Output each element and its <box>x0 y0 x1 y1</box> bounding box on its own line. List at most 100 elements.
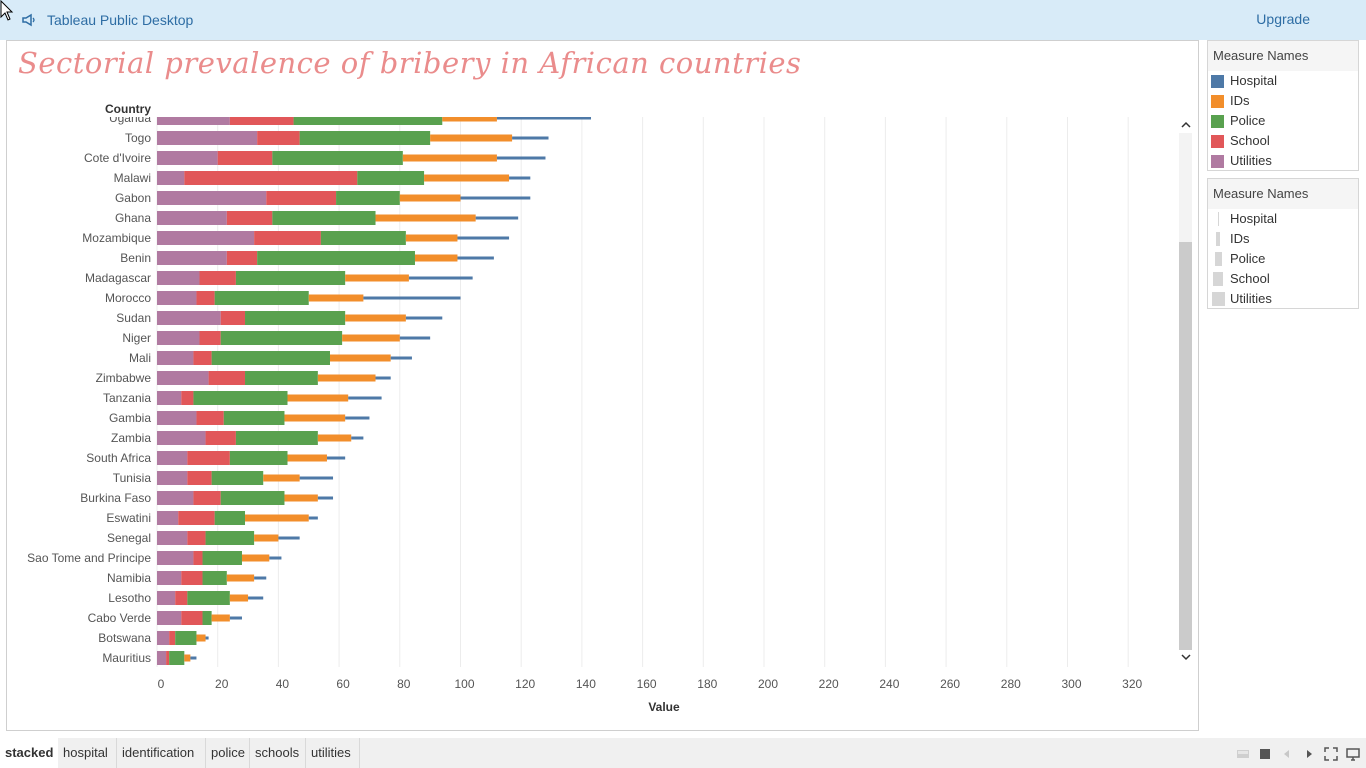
bar-segment-ids[interactable] <box>375 214 476 222</box>
bar-segment-utilities[interactable] <box>157 131 258 145</box>
bar-segment-police[interactable] <box>175 631 197 645</box>
bar-segment-ids[interactable] <box>329 354 391 362</box>
size-legend-item[interactable]: School <box>1208 269 1358 289</box>
bar-segment-ids[interactable] <box>284 494 318 502</box>
bar-segment-utilities[interactable] <box>157 331 200 345</box>
bar-segment-school[interactable] <box>229 111 294 125</box>
bar-segment-utilities[interactable] <box>157 511 179 525</box>
bar-segment-ids[interactable] <box>430 134 513 142</box>
bar-segment-school[interactable] <box>181 611 203 625</box>
bar-segment-police[interactable] <box>214 511 246 525</box>
bar-segment-utilities[interactable] <box>157 611 182 625</box>
bar-segment-hospital[interactable] <box>375 376 391 380</box>
bar-segment-utilities[interactable] <box>157 531 188 545</box>
bar-segment-school[interactable] <box>226 251 258 265</box>
bar-segment-school[interactable] <box>184 171 358 185</box>
tab-stacked[interactable]: stacked <box>0 738 58 768</box>
bar-segment-ids[interactable] <box>424 174 510 182</box>
color-legend-item[interactable]: Police <box>1208 111 1358 131</box>
scroll-up-icon[interactable] <box>1180 119 1192 131</box>
bar-segment-utilities[interactable] <box>157 391 182 405</box>
bar-segment-school[interactable] <box>193 351 212 365</box>
bar-segment-school[interactable] <box>196 291 215 305</box>
bar-segment-ids[interactable] <box>345 274 409 282</box>
bar-segment-police[interactable] <box>299 131 431 145</box>
bar-segment-utilities[interactable] <box>157 631 170 645</box>
bar-segment-hospital[interactable] <box>390 356 412 360</box>
bar-segment-police[interactable] <box>245 311 346 325</box>
bar-segment-utilities[interactable] <box>157 171 185 185</box>
bar-segment-ids[interactable] <box>345 314 406 322</box>
bar-segment-ids[interactable] <box>184 654 191 662</box>
bar-segment-ids[interactable] <box>414 254 458 262</box>
bar-segment-ids[interactable] <box>287 454 327 462</box>
bar-segment-ids[interactable] <box>196 634 206 642</box>
forward-icon[interactable] <box>1302 747 1316 761</box>
size-legend-item[interactable]: Utilities <box>1208 289 1358 309</box>
bar-segment-utilities[interactable] <box>157 491 194 505</box>
bar-segment-hospital[interactable] <box>248 596 264 600</box>
scroll-down-icon[interactable] <box>1180 651 1192 663</box>
bar-segment-ids[interactable] <box>226 574 255 582</box>
bar-segment-police[interactable] <box>187 591 230 605</box>
bar-segment-police[interactable] <box>320 231 406 245</box>
bar-segment-utilities[interactable] <box>157 451 188 465</box>
bar-segment-school[interactable] <box>181 571 203 585</box>
bar-segment-school[interactable] <box>181 391 194 405</box>
bar-segment-ids[interactable] <box>241 554 270 562</box>
bar-segment-hospital[interactable] <box>345 416 370 420</box>
bar-segment-police[interactable] <box>193 391 288 405</box>
size-legend-item[interactable]: Police <box>1208 249 1358 269</box>
bar-segment-school[interactable] <box>187 471 212 485</box>
bar-segment-school[interactable] <box>266 191 337 205</box>
bar-segment-police[interactable] <box>235 271 346 285</box>
bar-segment-police[interactable] <box>229 451 288 465</box>
tab-utilities[interactable]: utilities <box>306 738 360 768</box>
bar-segment-school[interactable] <box>178 511 215 525</box>
bar-segment-police[interactable] <box>272 151 403 165</box>
megaphone-icon[interactable] <box>21 12 37 28</box>
bar-segment-hospital[interactable] <box>278 536 300 540</box>
tab-police[interactable]: police <box>206 738 250 768</box>
bar-segment-school[interactable] <box>187 531 206 545</box>
bar-segment-hospital[interactable] <box>363 296 461 300</box>
bar-segment-police[interactable] <box>220 331 343 345</box>
bar-segment-school[interactable] <box>169 631 176 645</box>
bar-segment-hospital[interactable] <box>351 436 364 440</box>
bar-segment-hospital[interactable] <box>326 456 346 460</box>
bar-segment-police[interactable] <box>245 371 318 385</box>
bar-segment-ids[interactable] <box>399 194 461 202</box>
bar-segment-utilities[interactable] <box>157 371 209 385</box>
upgrade-link[interactable]: Upgrade <box>1256 11 1310 27</box>
bar-segment-police[interactable] <box>214 291 309 305</box>
present-icon[interactable] <box>1258 747 1272 761</box>
bar-segment-hospital[interactable] <box>457 236 510 240</box>
size-legend-item[interactable]: Hospital <box>1208 209 1358 229</box>
bar-segment-utilities[interactable] <box>157 591 176 605</box>
bar-segment-hospital[interactable] <box>399 336 431 340</box>
bar-segment-school[interactable] <box>254 231 321 245</box>
bar-segment-school[interactable] <box>193 491 221 505</box>
color-legend-item[interactable]: School <box>1208 131 1358 151</box>
bar-segment-ids[interactable] <box>442 115 497 122</box>
bar-segment-school[interactable] <box>220 311 246 325</box>
bar-segment-ids[interactable] <box>254 534 279 542</box>
tab-schools[interactable]: schools <box>250 738 306 768</box>
bar-segment-school[interactable] <box>199 271 236 285</box>
color-legend-item[interactable]: Utilities <box>1208 151 1358 171</box>
bar-segment-ids[interactable] <box>342 334 400 342</box>
bar-segment-utilities[interactable] <box>157 251 227 265</box>
bar-segment-utilities[interactable] <box>157 291 197 305</box>
bar-segment-police[interactable] <box>293 111 443 125</box>
bar-segment-utilities[interactable] <box>157 191 267 205</box>
bar-segment-hospital[interactable] <box>512 136 549 140</box>
bar-segment-ids[interactable] <box>405 234 458 242</box>
bar-segment-hospital[interactable] <box>475 216 519 220</box>
bar-segment-police[interactable] <box>211 351 330 365</box>
bar-segment-hospital[interactable] <box>408 276 473 280</box>
device-preview-icon[interactable] <box>1346 747 1360 761</box>
bar-segment-utilities[interactable] <box>157 651 167 665</box>
bar-segment-ids[interactable] <box>263 474 300 482</box>
bar-segment-ids[interactable] <box>402 154 497 162</box>
bar-segment-utilities[interactable] <box>157 111 230 125</box>
